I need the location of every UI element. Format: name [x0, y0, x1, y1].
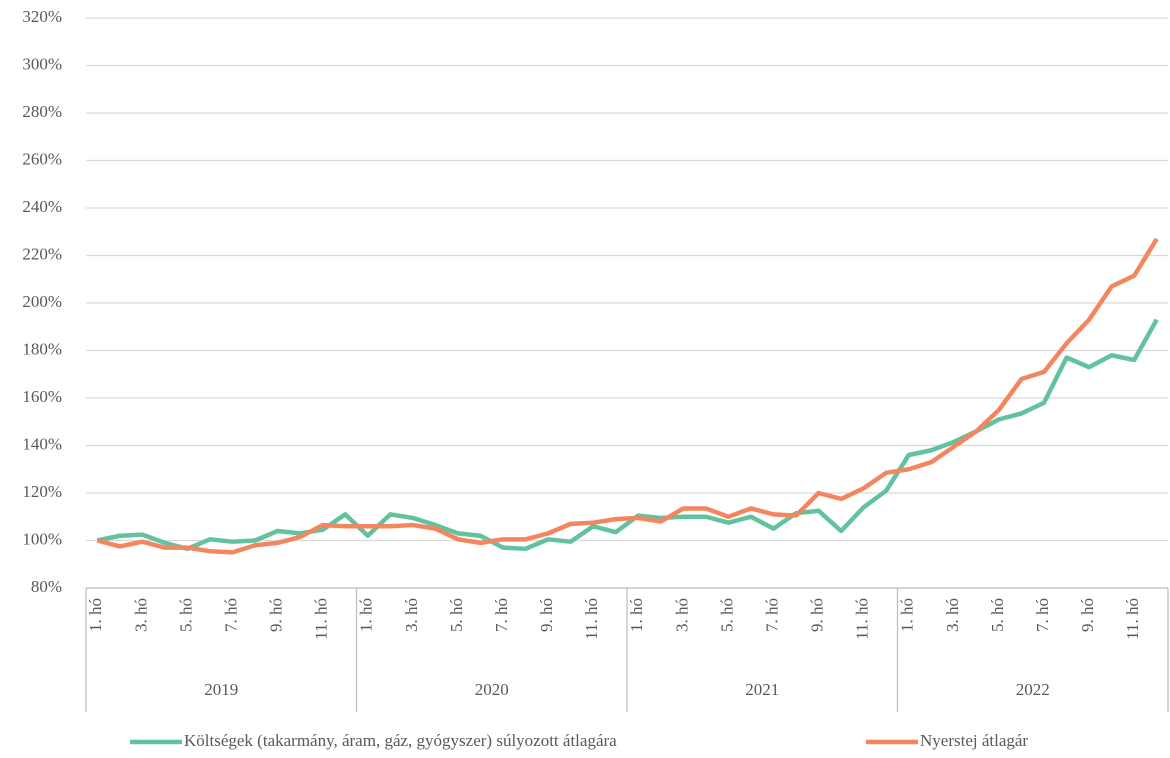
y-tick-label: 80% — [31, 577, 62, 596]
x-tick-label: 1. hó — [898, 598, 917, 632]
y-tick-label: 280% — [22, 102, 62, 121]
x-tick-label: 9. hó — [537, 598, 556, 632]
x-tick-label: 7. hó — [492, 598, 511, 632]
y-tick-label: 220% — [22, 244, 62, 263]
x-tick-label: 1. hó — [86, 598, 105, 632]
x-tick-label: 3. hó — [943, 598, 962, 632]
x-tick-label: 5. hó — [176, 598, 195, 632]
x-tick-label: 9. hó — [808, 598, 827, 632]
y-tick-label: 240% — [22, 197, 62, 216]
x-tick-label: 7. hó — [221, 598, 240, 632]
x-tick-label: 5. hó — [717, 598, 736, 632]
group-label: 2019 — [204, 680, 238, 699]
legend-label: Nyerstej átlagár — [920, 731, 1028, 750]
y-tick-label: 320% — [22, 7, 62, 26]
y-tick-label: 140% — [22, 434, 62, 453]
series-line — [96, 318, 1159, 552]
y-tick-label: 180% — [22, 339, 62, 358]
x-tick-label: 5. hó — [988, 598, 1007, 632]
x-tick-label: 11. hó — [853, 598, 872, 640]
x-tick-label: 1. hó — [627, 598, 646, 632]
x-tick-label: 3. hó — [672, 598, 691, 632]
y-tick-label: 260% — [22, 149, 62, 168]
x-tick-label: 5. hó — [447, 598, 466, 632]
series-line — [96, 237, 1159, 555]
y-tick-label: 120% — [22, 482, 62, 501]
y-tick-label: 100% — [22, 529, 62, 548]
y-tick-label: 200% — [22, 292, 62, 311]
x-tick-label: 7. hó — [1033, 598, 1052, 632]
group-label: 2020 — [475, 680, 509, 699]
x-tick-label: 3. hó — [402, 598, 421, 632]
x-tick-label: 11. hó — [1123, 598, 1142, 640]
group-label: 2021 — [745, 680, 779, 699]
y-tick-label: 160% — [22, 387, 62, 406]
x-tick-label: 11. hó — [582, 598, 601, 640]
x-tick-label: 3. hó — [131, 598, 150, 632]
x-tick-label: 11. hó — [312, 598, 331, 640]
x-tick-label: 7. hó — [762, 598, 781, 632]
y-tick-label: 300% — [22, 54, 62, 73]
legend-label: Költségek (takarmány, áram, gáz, gyógysz… — [184, 731, 617, 750]
x-tick-label: 1. hó — [357, 598, 376, 632]
x-tick-label: 9. hó — [1078, 598, 1097, 632]
x-tick-label: 9. hó — [267, 598, 286, 632]
group-label: 2022 — [1016, 680, 1050, 699]
